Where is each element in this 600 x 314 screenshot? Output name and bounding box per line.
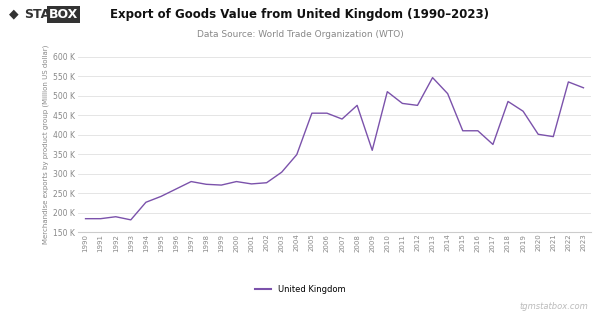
Text: ◆: ◆	[9, 8, 19, 21]
Text: tgmstatbox.com: tgmstatbox.com	[519, 302, 588, 311]
Text: Export of Goods Value from United Kingdom (1990–2023): Export of Goods Value from United Kingdo…	[110, 8, 490, 21]
Y-axis label: Merchandise exports by product group (Million US dollar): Merchandise exports by product group (Mi…	[43, 45, 49, 244]
Legend: United Kingdom: United Kingdom	[251, 282, 349, 297]
Text: Data Source: World Trade Organization (WTO): Data Source: World Trade Organization (W…	[197, 30, 403, 39]
Text: BOX: BOX	[49, 8, 79, 21]
Text: STAT: STAT	[24, 8, 58, 21]
